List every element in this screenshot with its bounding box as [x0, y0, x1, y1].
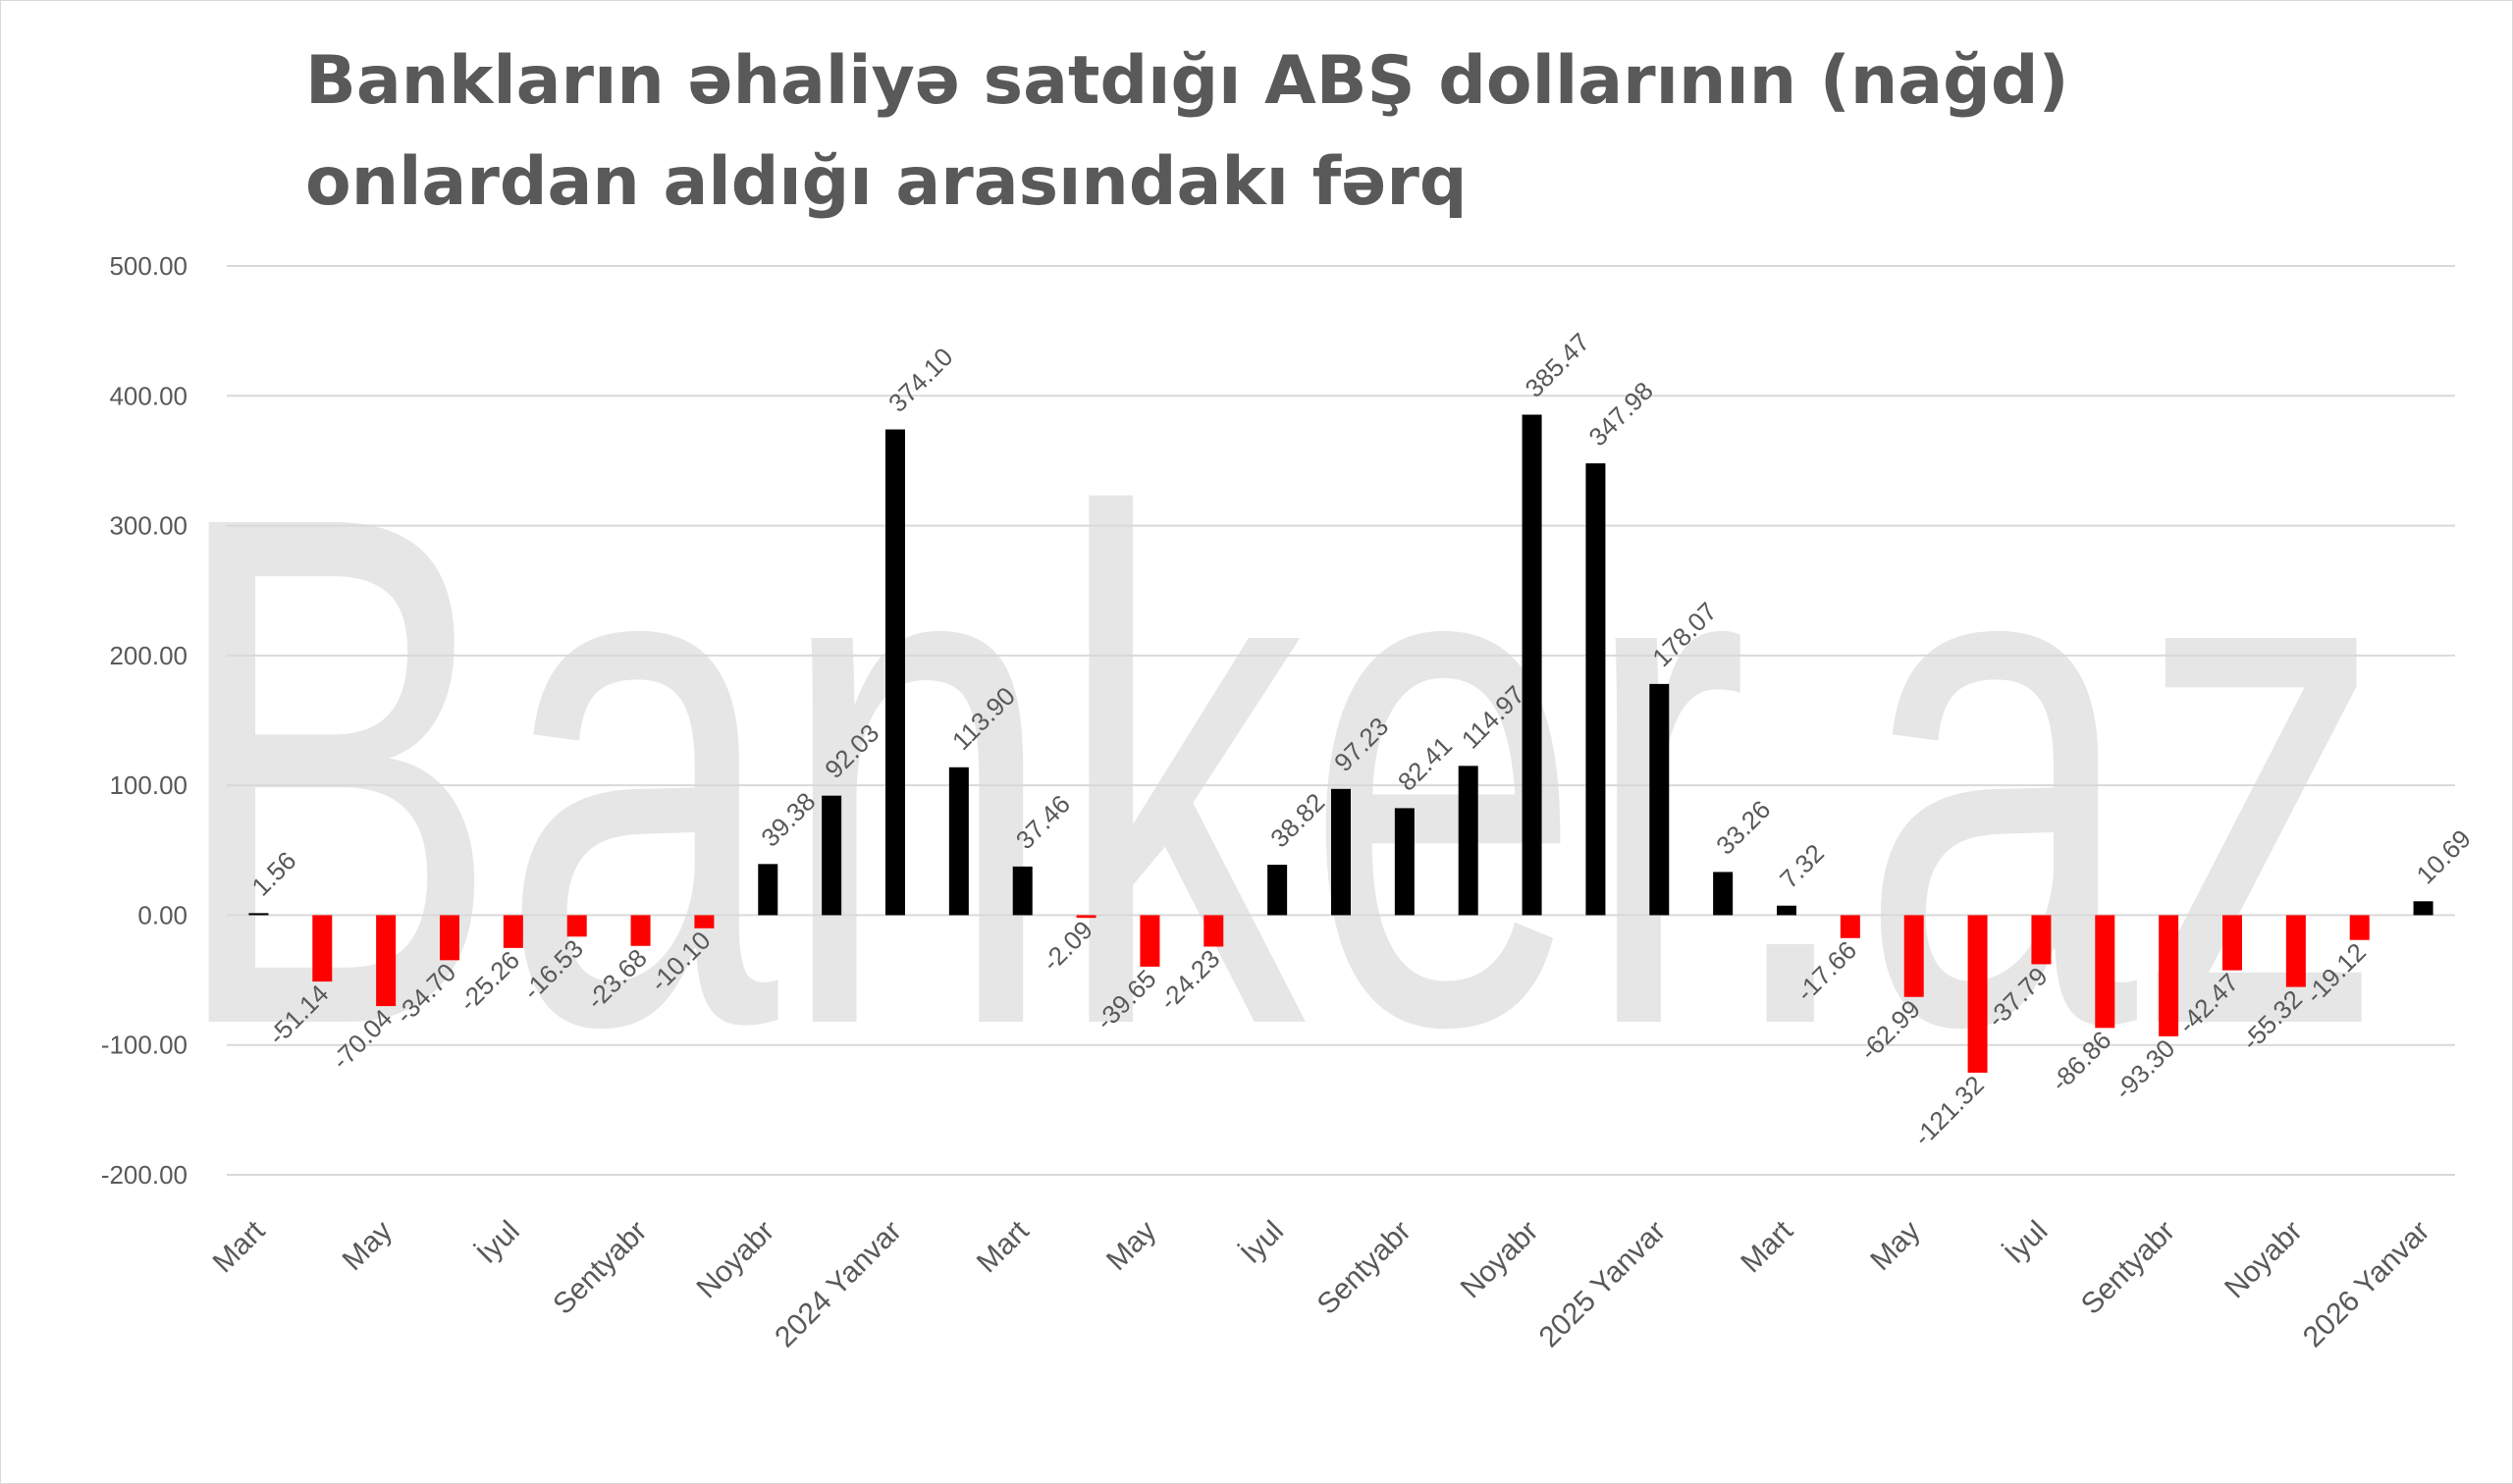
bar — [503, 915, 523, 948]
bar — [2159, 915, 2179, 1036]
bar — [1649, 683, 1670, 916]
bar — [630, 915, 651, 946]
y-tick-label: 300.00 — [109, 511, 187, 541]
bar — [1267, 865, 1288, 916]
x-tick-label: İyul — [1235, 1215, 1290, 1270]
bar — [1903, 915, 1924, 997]
bar — [1076, 915, 1096, 919]
x-tick-label: 2026 Yanvar — [2297, 1215, 2436, 1354]
bar — [1012, 866, 1033, 916]
y-tick-label: 200.00 — [109, 641, 187, 670]
bar — [2349, 915, 2370, 940]
x-tick-label: Mart — [207, 1214, 272, 1279]
x-tick-label: Sentyabr — [547, 1215, 653, 1321]
bar — [758, 864, 778, 916]
data-label: 10.69 — [2411, 823, 2477, 889]
x-tick-label: Sentyabr — [1311, 1215, 1417, 1321]
x-tick-label: 2024 Yanvar — [769, 1215, 908, 1354]
bar — [1331, 788, 1351, 916]
bar — [376, 915, 397, 1007]
y-tick-label: 0.00 — [137, 900, 187, 929]
watermark-logo: Banker.az — [168, 364, 2386, 1176]
bar — [2413, 901, 2433, 916]
y-tick-label: 100.00 — [109, 770, 187, 800]
bar — [1458, 766, 1478, 916]
y-axis-tick-labels: -200.00 -100.00 0.00 100.00 200.00 300.00 400.… — [101, 251, 187, 1190]
x-tick-label: Sentyabr — [2075, 1215, 2181, 1321]
x-tick-label: Mart — [971, 1214, 1036, 1279]
bar — [1967, 915, 1988, 1073]
bar — [1203, 915, 1224, 947]
x-tick-label: İyul — [1999, 1215, 2054, 1270]
bar — [2031, 915, 2052, 965]
y-tick-label: 500.00 — [109, 251, 187, 281]
bar — [2095, 915, 2115, 1029]
x-tick-label: Noyabr — [2219, 1215, 2309, 1305]
bar — [1585, 463, 1606, 916]
bar — [1522, 414, 1542, 916]
bar — [885, 429, 905, 916]
bar — [1713, 872, 1734, 916]
bar — [440, 915, 459, 961]
x-tick-label: 2025 Yanvar — [1533, 1215, 1673, 1354]
x-tick-label: Noyabr — [1455, 1215, 1545, 1305]
bar — [1840, 915, 1860, 938]
x-tick-label: Mart — [1735, 1214, 1799, 1279]
bar — [1394, 808, 1415, 916]
x-tick-label: May — [1100, 1215, 1162, 1277]
bar — [248, 913, 269, 916]
bar — [2222, 915, 2242, 971]
bar — [1140, 915, 1160, 967]
bar — [948, 767, 969, 916]
x-tick-label: May — [1864, 1215, 1926, 1277]
chart-title: Bankların əhaliyə satdığı ABŞ dollarının… — [305, 42, 2069, 221]
y-tick-label: -200.00 — [101, 1160, 187, 1190]
bars — [248, 414, 2433, 1073]
bar — [822, 795, 842, 916]
bar — [566, 915, 587, 937]
x-tick-label: May — [337, 1215, 399, 1277]
y-tick-label: 400.00 — [109, 381, 187, 410]
y-tick-label: -100.00 — [101, 1031, 187, 1060]
x-tick-label: Noyabr — [691, 1215, 781, 1305]
bar — [694, 915, 715, 928]
x-tick-label: İyul — [470, 1215, 525, 1270]
bar — [2285, 915, 2306, 987]
bar — [312, 915, 333, 982]
bar — [1777, 905, 1796, 916]
